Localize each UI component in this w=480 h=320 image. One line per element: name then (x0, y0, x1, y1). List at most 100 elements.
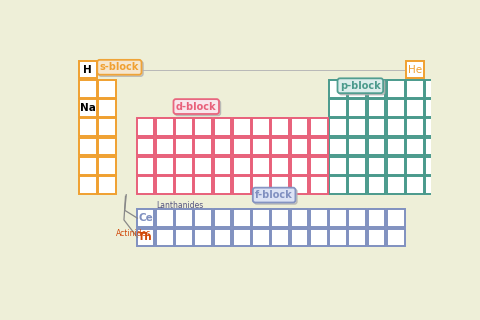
Text: Th: Th (138, 232, 153, 243)
Bar (156, 118, 174, 136)
Bar (271, 138, 289, 156)
Bar (368, 99, 385, 117)
Bar (156, 209, 174, 227)
Bar (137, 209, 155, 227)
Bar (291, 209, 308, 227)
Bar (137, 138, 155, 156)
Bar (252, 176, 270, 194)
Bar (425, 99, 443, 117)
Bar (233, 228, 251, 246)
Bar (214, 228, 231, 246)
Bar (348, 80, 366, 98)
Bar (79, 99, 96, 117)
Bar (425, 118, 443, 136)
Bar (175, 157, 193, 175)
Bar (214, 209, 231, 227)
Bar (348, 138, 366, 156)
Bar (214, 157, 231, 175)
Bar (98, 118, 116, 136)
Bar (252, 228, 270, 246)
Text: s-block: s-block (101, 64, 141, 74)
Bar (79, 176, 96, 194)
Bar (310, 209, 328, 227)
Bar (175, 118, 193, 136)
Bar (194, 228, 212, 246)
Bar (271, 209, 289, 227)
Bar (98, 176, 116, 194)
Bar (329, 209, 347, 227)
Text: d-block: d-block (176, 101, 216, 112)
Bar (194, 118, 212, 136)
Bar (310, 228, 328, 246)
Bar (252, 138, 270, 156)
Bar (329, 118, 347, 136)
Bar (310, 176, 328, 194)
Bar (156, 228, 174, 246)
Bar (387, 99, 405, 117)
Bar (368, 209, 385, 227)
Bar (175, 176, 193, 194)
Bar (310, 118, 328, 136)
Bar (329, 99, 347, 117)
Bar (291, 176, 308, 194)
Bar (214, 138, 231, 156)
Text: Na: Na (80, 103, 96, 113)
Bar (98, 80, 116, 98)
Text: s-block: s-block (100, 62, 139, 72)
Bar (156, 157, 174, 175)
Bar (137, 176, 155, 194)
Text: p-block: p-block (340, 81, 381, 91)
Bar (387, 157, 405, 175)
Text: p-block: p-block (341, 82, 382, 92)
Bar (98, 99, 116, 117)
Bar (425, 80, 443, 98)
Bar (387, 209, 405, 227)
Bar (329, 157, 347, 175)
Bar (214, 118, 231, 136)
Bar (79, 80, 96, 98)
Bar (310, 157, 328, 175)
Text: H: H (84, 65, 92, 75)
Bar (175, 209, 193, 227)
Bar (194, 157, 212, 175)
Bar (233, 176, 251, 194)
Bar (387, 80, 405, 98)
Bar (252, 209, 270, 227)
Bar (79, 138, 96, 156)
Bar (406, 157, 424, 175)
Bar (348, 118, 366, 136)
Text: f-block: f-block (255, 190, 293, 200)
Bar (387, 138, 405, 156)
Bar (79, 118, 96, 136)
Bar (329, 138, 347, 156)
Bar (137, 118, 155, 136)
Bar (368, 228, 385, 246)
Bar (310, 138, 328, 156)
Bar (252, 118, 270, 136)
Bar (425, 157, 443, 175)
Text: f-block: f-block (257, 192, 295, 202)
Bar (406, 61, 424, 78)
Bar (368, 176, 385, 194)
Bar (271, 118, 289, 136)
Bar (137, 157, 155, 175)
Bar (348, 228, 366, 246)
Bar (387, 118, 405, 136)
Bar (194, 176, 212, 194)
Bar (406, 80, 424, 98)
Bar (368, 138, 385, 156)
Bar (214, 176, 231, 194)
Bar (175, 228, 193, 246)
Bar (79, 61, 96, 78)
Bar (348, 99, 366, 117)
Bar (425, 176, 443, 194)
Bar (233, 118, 251, 136)
Bar (291, 138, 308, 156)
Bar (156, 176, 174, 194)
Text: d-block: d-block (178, 103, 218, 113)
Bar (98, 157, 116, 175)
Bar (406, 176, 424, 194)
Bar (368, 80, 385, 98)
Bar (291, 118, 308, 136)
Bar (233, 138, 251, 156)
